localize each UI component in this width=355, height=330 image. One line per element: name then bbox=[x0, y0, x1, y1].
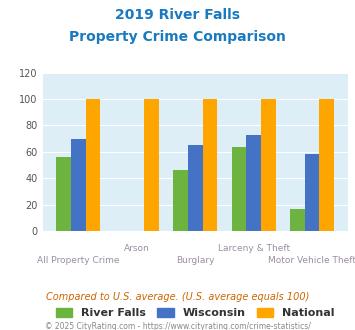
Bar bbox=[246, 135, 261, 231]
Bar bbox=[232, 147, 246, 231]
Bar bbox=[144, 99, 159, 231]
Bar bbox=[56, 157, 71, 231]
Bar bbox=[188, 145, 203, 231]
Bar bbox=[203, 99, 217, 231]
Bar bbox=[173, 170, 188, 231]
Text: All Property Crime: All Property Crime bbox=[37, 256, 120, 265]
Text: Property Crime Comparison: Property Crime Comparison bbox=[69, 30, 286, 44]
Bar bbox=[305, 154, 320, 231]
Bar bbox=[320, 99, 334, 231]
Text: Arson: Arson bbox=[124, 244, 150, 253]
Text: © 2025 CityRating.com - https://www.cityrating.com/crime-statistics/: © 2025 CityRating.com - https://www.city… bbox=[45, 322, 310, 330]
Legend: River Falls, Wisconsin, National: River Falls, Wisconsin, National bbox=[51, 303, 339, 323]
Bar bbox=[290, 209, 305, 231]
Text: Motor Vehicle Theft: Motor Vehicle Theft bbox=[268, 256, 355, 265]
Bar bbox=[71, 139, 86, 231]
Text: Burglary: Burglary bbox=[176, 256, 214, 265]
Bar bbox=[261, 99, 275, 231]
Text: Larceny & Theft: Larceny & Theft bbox=[218, 244, 290, 253]
Text: 2019 River Falls: 2019 River Falls bbox=[115, 8, 240, 22]
Text: Compared to U.S. average. (U.S. average equals 100): Compared to U.S. average. (U.S. average … bbox=[46, 292, 309, 302]
Bar bbox=[86, 99, 100, 231]
